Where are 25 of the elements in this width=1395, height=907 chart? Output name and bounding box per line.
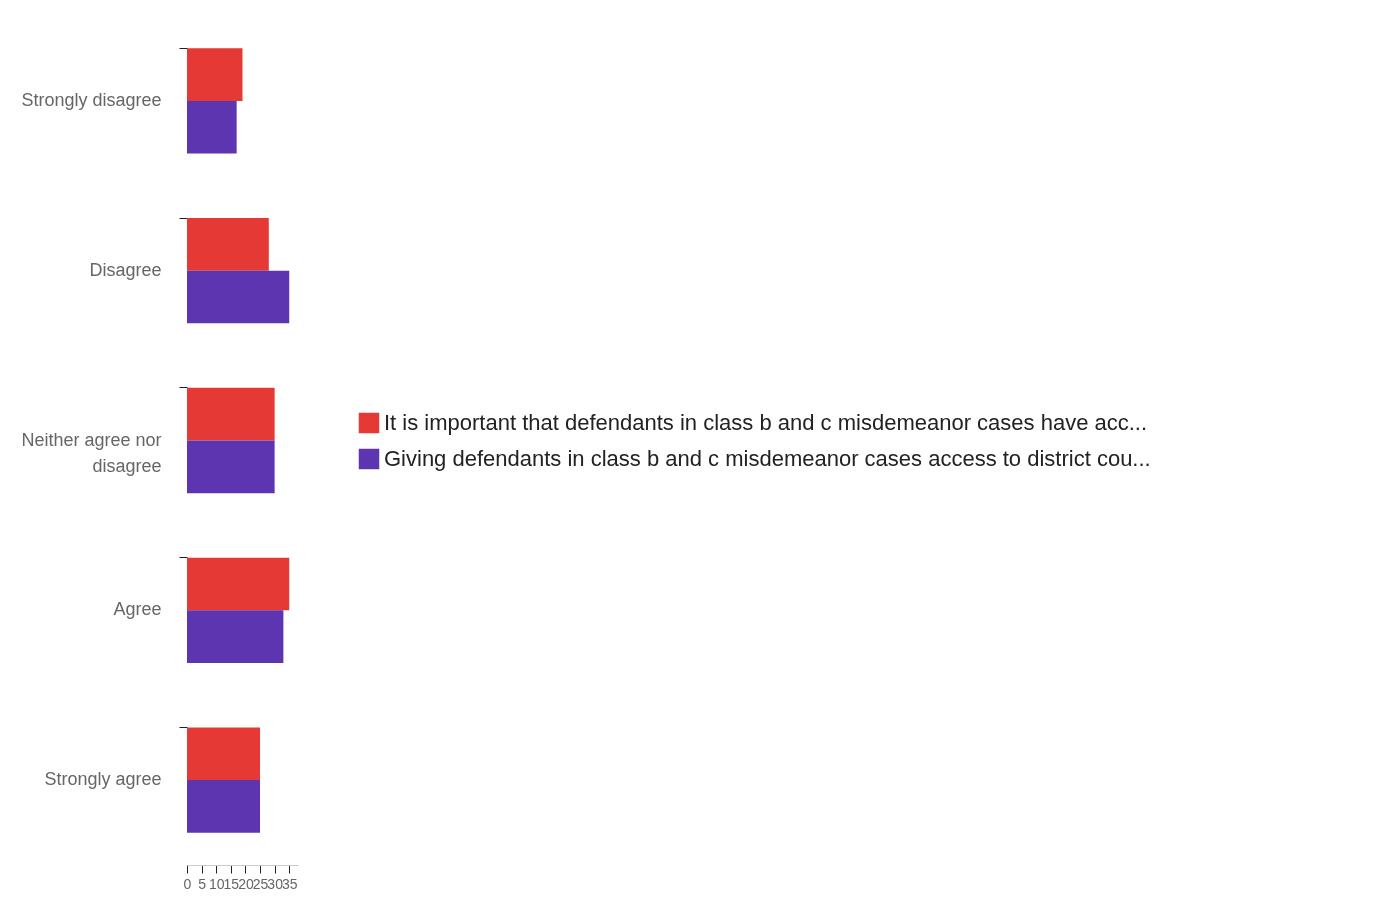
x-tick-label: 20 <box>238 875 254 892</box>
x-tick-label: 5 <box>198 875 207 892</box>
bar <box>187 48 243 101</box>
bar <box>187 440 275 494</box>
bar <box>187 100 237 154</box>
y-tick-label: Neither agree nor disagree <box>21 429 162 476</box>
legend-label: Giving defendants in class b and c misdemeanor cases access to district cou... <box>384 446 1151 471</box>
y-tick-label: Agree <box>113 599 162 620</box>
x-tick-label: 30 <box>267 875 284 892</box>
y-tick-label: Strongly disagree <box>21 89 162 110</box>
x-tick-label: 0 <box>183 875 192 892</box>
y-tick-label: Strongly agree <box>44 769 162 790</box>
y-tick-label: Disagree <box>89 259 162 280</box>
bar <box>187 727 261 781</box>
bar <box>187 557 290 611</box>
bar <box>187 218 269 271</box>
x-tick-label: 15 <box>223 875 240 892</box>
bar <box>187 270 290 324</box>
bar <box>187 387 275 441</box>
legend-label: It is important that defendants in class b and c misdemeanor cases have acc... <box>384 410 1148 435</box>
bar <box>187 780 261 833</box>
x-tick-label: 35 <box>281 875 298 892</box>
bar <box>187 610 284 663</box>
x-tick-label: 10 <box>208 875 225 892</box>
x-tick-label: 25 <box>252 875 269 892</box>
